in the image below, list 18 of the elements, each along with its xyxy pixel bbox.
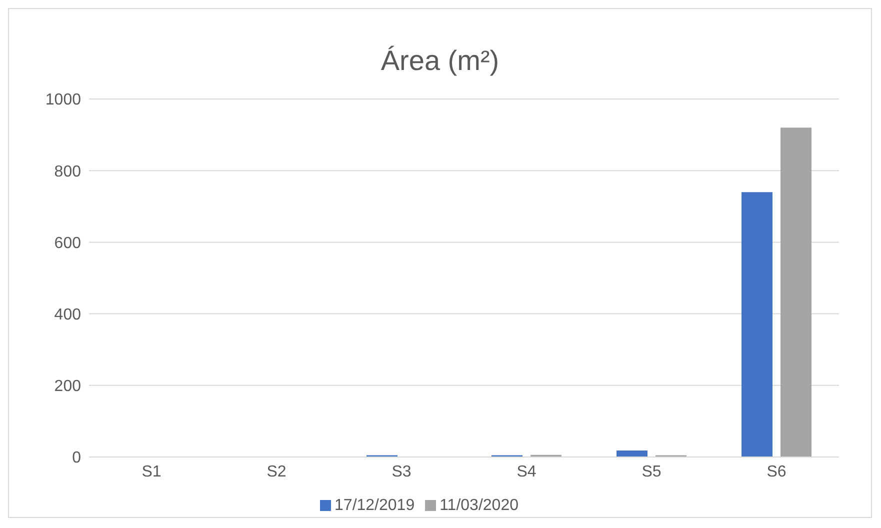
x-tick-label: S6 bbox=[766, 463, 786, 480]
bar bbox=[616, 450, 648, 457]
legend-label: 11/03/2020 bbox=[440, 497, 518, 514]
x-tick-label: S5 bbox=[642, 463, 662, 480]
bar bbox=[742, 192, 772, 457]
x-tick-label: S2 bbox=[266, 463, 286, 480]
x-tick-label: S4 bbox=[516, 463, 536, 480]
y-tick-label: 600 bbox=[54, 234, 82, 252]
y-tick-label: 400 bbox=[54, 306, 82, 324]
bar bbox=[780, 128, 812, 457]
y-tick-label: 0 bbox=[72, 450, 82, 467]
y-tick-label: 1000 bbox=[45, 92, 82, 109]
legend-label: 17/12/2019 bbox=[334, 497, 415, 514]
y-tick-label: 200 bbox=[54, 378, 82, 396]
x-tick-label: S3 bbox=[392, 463, 412, 480]
y-tick-label: 800 bbox=[54, 163, 82, 180]
chart-title: Área (m²) bbox=[380, 45, 500, 78]
x-tick-label: S1 bbox=[142, 463, 162, 480]
